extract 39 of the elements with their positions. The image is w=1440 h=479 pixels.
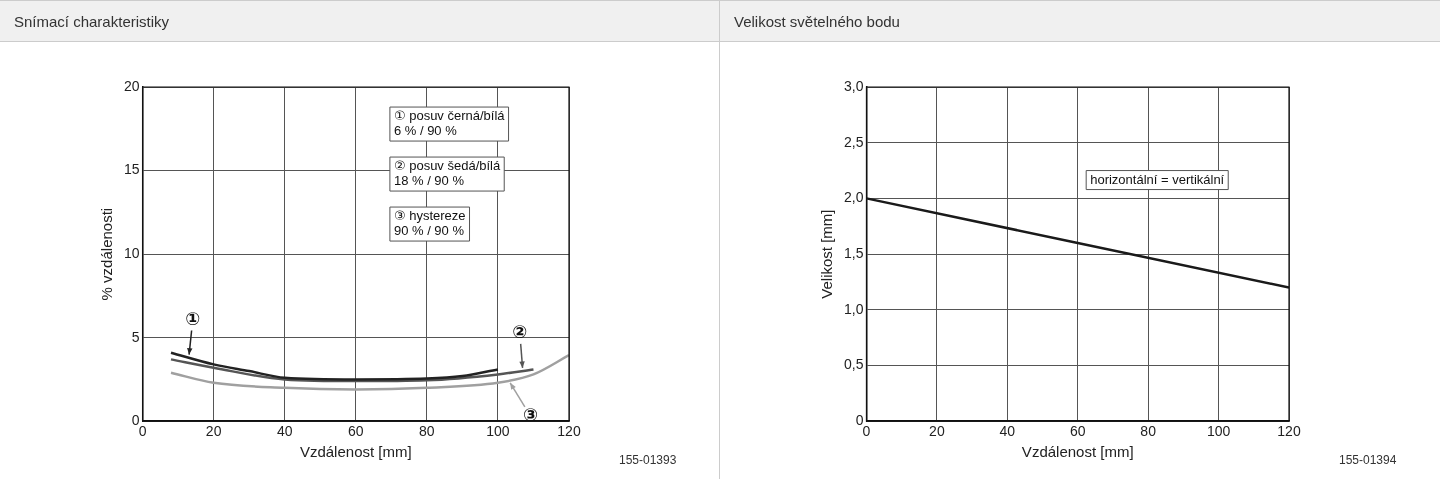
line-series bbox=[169, 353, 569, 391]
y-tick-label: 15 bbox=[123, 161, 140, 178]
x-axis-title: Vzdálenost [mm] bbox=[299, 443, 412, 461]
annotation: ② posuv šedá/bílá 18 % / 90 % bbox=[393, 158, 501, 189]
chart-title: Snímací charakteristiky bbox=[0, 0, 719, 42]
text: 155-01394 bbox=[1339, 453, 1397, 467]
y-tick-label: 1,0 bbox=[843, 300, 864, 317]
y-axis-title: Velikost [mm] bbox=[818, 209, 836, 299]
x-tick-label: 20 bbox=[929, 423, 945, 440]
y-tick-label: 10 bbox=[123, 244, 140, 261]
y-tick-label: 20 bbox=[123, 77, 140, 94]
annotation: ② bbox=[512, 321, 528, 342]
x-tick-label: 100 bbox=[1206, 423, 1231, 440]
y-tick-label: 1,5 bbox=[843, 244, 864, 261]
x-tick-label: 120 bbox=[1277, 423, 1301, 440]
x-tick-label: 120 bbox=[557, 423, 581, 440]
x-tick-label: 40 bbox=[999, 423, 1016, 440]
annotation: ① bbox=[185, 308, 201, 329]
y-tick-label: 3,0 bbox=[843, 77, 864, 94]
annotation: ① posuv černá/bílá 6 % / 90 % bbox=[393, 108, 506, 139]
x-axis-title: Vzdálenost [mm] bbox=[1021, 443, 1134, 461]
chart-title: Velikost světelného bodu bbox=[720, 0, 1440, 42]
x-tick-label: 40 bbox=[276, 423, 293, 440]
y-tick-label: 2,5 bbox=[843, 133, 864, 150]
y-axis-title: % vzdálenosti bbox=[98, 207, 116, 301]
y-tick-label: 5 bbox=[131, 328, 140, 345]
y-tick-label: 2,0 bbox=[843, 189, 864, 206]
text: horizontální = vertikální bbox=[1090, 171, 1225, 187]
text: 155-01393 bbox=[619, 453, 677, 467]
x-tick-label: 80 bbox=[1140, 423, 1157, 440]
x-tick-label: 60 bbox=[348, 423, 364, 440]
y-tick-label: 0,5 bbox=[843, 356, 864, 373]
y-tick-label: 0 bbox=[131, 412, 140, 429]
annotation: ③ hystereze 90 % / 90 % bbox=[393, 208, 466, 239]
x-tick-label: 80 bbox=[419, 423, 435, 440]
x-tick-label: 60 bbox=[1069, 423, 1086, 440]
x-tick-label: 20 bbox=[205, 423, 222, 440]
y-tick-label: 0 bbox=[855, 412, 864, 429]
x-tick-label: 100 bbox=[486, 423, 510, 440]
